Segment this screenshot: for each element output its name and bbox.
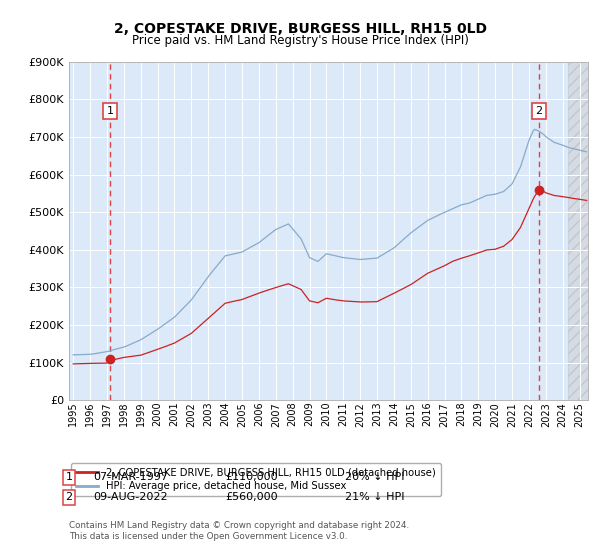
Text: 07-MAR-1997: 07-MAR-1997 bbox=[93, 472, 168, 482]
Bar bbox=[568, 62, 590, 400]
Text: 2: 2 bbox=[535, 106, 542, 116]
Text: 1: 1 bbox=[65, 472, 73, 482]
Text: Contains HM Land Registry data © Crown copyright and database right 2024.
This d: Contains HM Land Registry data © Crown c… bbox=[69, 521, 409, 540]
Text: Price paid vs. HM Land Registry's House Price Index (HPI): Price paid vs. HM Land Registry's House … bbox=[131, 34, 469, 46]
Legend: 2, COPESTAKE DRIVE, BURGESS HILL, RH15 0LD (detached house), HPI: Average price,: 2, COPESTAKE DRIVE, BURGESS HILL, RH15 0… bbox=[71, 463, 441, 497]
Text: 09-AUG-2022: 09-AUG-2022 bbox=[93, 492, 167, 502]
Text: 2: 2 bbox=[65, 492, 73, 502]
Text: 1: 1 bbox=[107, 106, 113, 116]
Text: £560,000: £560,000 bbox=[225, 492, 278, 502]
Text: 2, COPESTAKE DRIVE, BURGESS HILL, RH15 0LD: 2, COPESTAKE DRIVE, BURGESS HILL, RH15 0… bbox=[113, 22, 487, 36]
Text: £110,000: £110,000 bbox=[225, 472, 278, 482]
Text: 21% ↓ HPI: 21% ↓ HPI bbox=[345, 492, 404, 502]
Text: 20% ↓ HPI: 20% ↓ HPI bbox=[345, 472, 404, 482]
